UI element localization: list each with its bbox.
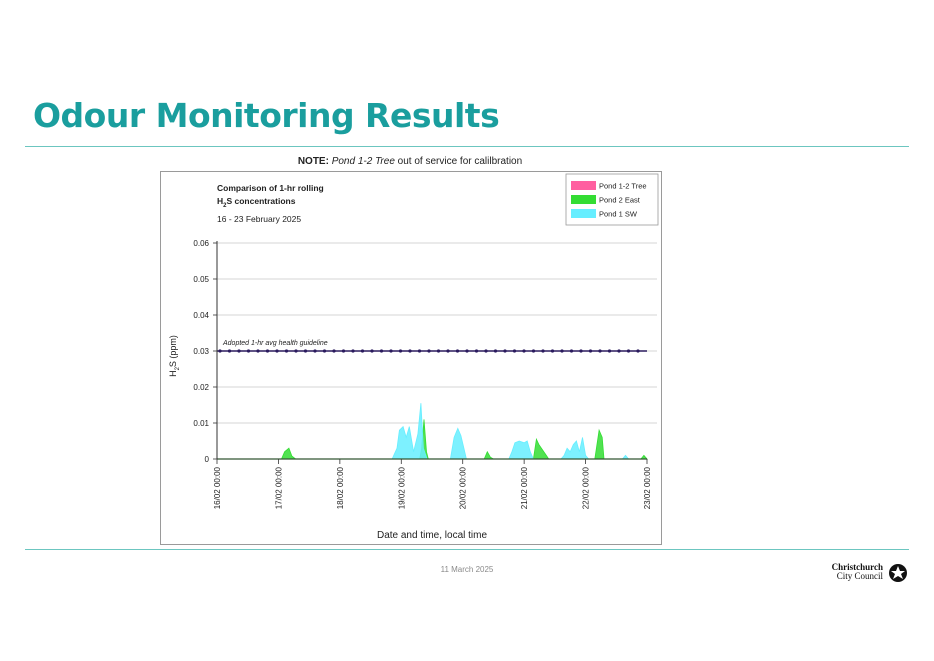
y-tick-label: 0.01 (193, 419, 209, 428)
guideline-marker (579, 349, 583, 353)
top-divider (25, 146, 909, 147)
guideline-marker (607, 349, 612, 353)
guideline-marker (360, 349, 365, 353)
guideline-marker (389, 349, 393, 353)
guideline-marker (237, 349, 241, 353)
council-logo: Christchurch City Council (820, 562, 910, 586)
council-emblem-icon (889, 564, 907, 582)
axes: 0 0.01 0.02 0.03 0.04 0.05 0.06 16/02 00:00 17/0… (193, 239, 652, 509)
x-tick-label: 23/02 00:00 (643, 466, 652, 509)
x-tick-label: 16/02 00:00 (213, 466, 222, 509)
y-tick-label: 0.03 (193, 347, 209, 356)
x-tick-label: 18/02 00:00 (336, 466, 345, 509)
guideline-marker (218, 349, 222, 353)
guideline-marker (408, 349, 412, 353)
guideline-marker (275, 349, 279, 353)
guideline-marker (560, 349, 564, 353)
legend-label: Pond 1-2 Tree (599, 182, 647, 191)
y-tick-label: 0.05 (193, 275, 209, 284)
guideline-marker (626, 349, 631, 353)
legend-swatch (571, 181, 596, 190)
chart-note: NOTE: Pond 1-2 Tree out of service for c… (160, 156, 660, 167)
chart-title-line2: H2S concentrations (217, 196, 296, 209)
h2s-chart: Adopted 1-hr avg health guideline 00.010… (160, 171, 662, 545)
y-tick-label: 0.02 (193, 383, 209, 392)
guideline-marker (465, 349, 469, 353)
note-label: NOTE: (297, 156, 329, 167)
guideline-marker (636, 349, 640, 353)
guideline-marker (512, 349, 517, 353)
legend-label: Pond 1 SW (599, 210, 638, 219)
legend-swatch (571, 209, 596, 218)
y-tick-label: 0.06 (193, 239, 209, 248)
guideline-marker (227, 349, 232, 353)
note-subject: Pond 1-2 Tree (331, 156, 395, 167)
x-tick-label: 22/02 00:00 (582, 466, 591, 509)
y-tick-label: 0.04 (193, 311, 209, 320)
guideline-marker (446, 349, 450, 353)
guideline-marker (569, 349, 574, 353)
guideline-marker (341, 349, 346, 353)
guideline-marker (493, 349, 498, 353)
logo-line1: Christchurch (831, 562, 883, 572)
guideline-marker (379, 349, 384, 353)
chart-title-line1: Comparison of 1-hr rolling (217, 183, 324, 193)
chart-frame (160, 171, 662, 545)
guideline-marker (303, 349, 308, 353)
series-area-pond-1-sw (217, 403, 630, 460)
guideline-marker (265, 349, 270, 353)
chart-subtitle: 16 - 23 February 2025 (217, 214, 301, 224)
guideline-marker (284, 349, 289, 353)
legend-label: Pond 2 East (599, 196, 641, 205)
logo-line2: City Council (836, 571, 883, 581)
guideline-marker (550, 349, 555, 353)
guideline-marker (332, 349, 336, 353)
x-tick-label: 19/02 00:00 (397, 466, 406, 509)
guideline-marker (351, 349, 355, 353)
guideline-marker (522, 349, 526, 353)
slide-title: Odour Monitoring Results (33, 96, 500, 135)
x-tick-label: 20/02 00:00 (459, 466, 468, 509)
guideline-marker (531, 349, 536, 353)
x-tick-label: 17/02 00:00 (274, 466, 283, 509)
x-axis-label: Date and time, local time (377, 530, 487, 541)
guideline-layer: Adopted 1-hr avg health guideline (217, 340, 647, 353)
guideline-marker (588, 349, 593, 353)
guideline-marker (484, 349, 488, 353)
guideline-marker (598, 349, 602, 353)
bottom-divider (25, 549, 909, 550)
guideline-marker (436, 349, 441, 353)
note-text: out of service for calilbration (394, 156, 523, 167)
guideline-marker (246, 349, 251, 353)
guideline-marker (313, 349, 317, 353)
guideline-marker (417, 349, 422, 353)
legend: Pond 1-2 Tree Pond 2 East Pond 1 SW (565, 173, 659, 226)
guideline-marker (474, 349, 479, 353)
guideline-marker (322, 349, 327, 353)
footer-date: 11 March 2025 (440, 565, 494, 574)
guideline-label: Adopted 1-hr avg health guideline (222, 340, 328, 347)
guideline-marker (617, 349, 621, 353)
guideline-marker (455, 349, 460, 353)
guideline-marker (541, 349, 545, 353)
guideline-marker (370, 349, 374, 353)
guideline-marker (256, 349, 260, 353)
guideline-marker (427, 349, 431, 353)
guideline-marker (398, 349, 403, 353)
y-axis-label: H2S (ppm) (168, 335, 181, 377)
x-tick-label: 21/02 00:00 (520, 466, 529, 509)
guideline-marker (503, 349, 507, 353)
guideline-marker (294, 349, 298, 353)
legend-swatch (571, 195, 596, 204)
y-tick-label: 0 (205, 455, 210, 464)
